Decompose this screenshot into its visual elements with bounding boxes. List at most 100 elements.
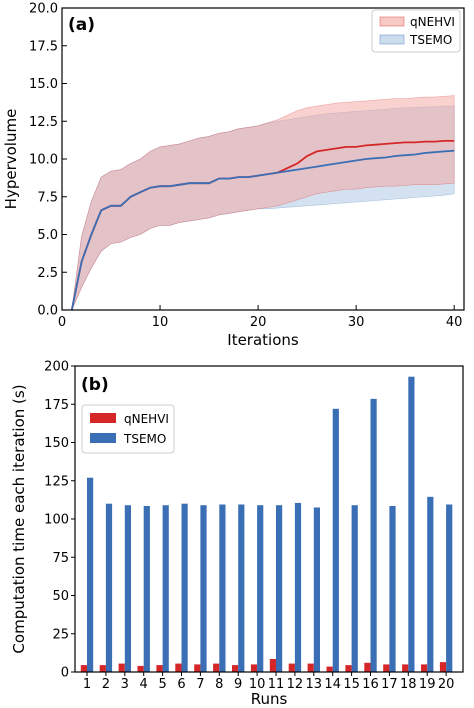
panel-label-b: (b) bbox=[81, 375, 109, 395]
bar-qnehvi bbox=[421, 664, 428, 672]
bar-tsemo bbox=[105, 503, 113, 672]
panel-label-a: (a) bbox=[68, 15, 95, 35]
bar-qnehvi bbox=[137, 665, 144, 672]
bar-tsemo bbox=[238, 504, 245, 672]
axis-ticks-b: 1 2 3 4 5 6 7 8 9 10 11 12 13 14 15 16 17 18 19 20025507510… bbox=[44, 360, 454, 693]
y-tick-label: 200 bbox=[44, 360, 69, 375]
bar-tsemo bbox=[257, 505, 264, 672]
x-tick-label: 12 bbox=[287, 677, 304, 692]
y-tick-label: 10.0 bbox=[29, 153, 58, 168]
y-tick-label: 17.5 bbox=[29, 39, 58, 54]
bar-qnehvi bbox=[326, 666, 333, 672]
bar-qnehvi bbox=[250, 664, 258, 672]
hypervolume-chart: 0 10 20 30 40 0.0 2.5 5.0 7.5 10.0 12.5 15.0 17.5 20.… bbox=[2, 2, 465, 349]
y-tick-label: 2.5 bbox=[37, 266, 58, 281]
confidence-bands bbox=[71, 95, 455, 311]
y-axis-label-a: Hypervolume bbox=[2, 109, 20, 210]
y-tick-label: 12.5 bbox=[29, 115, 58, 130]
legend-swatch bbox=[379, 34, 405, 45]
x-tick-label: 4 bbox=[140, 677, 148, 692]
x-tick-label: 30 bbox=[348, 315, 365, 330]
bar-tsemo bbox=[427, 496, 434, 672]
y-tick-label: 5.0 bbox=[37, 228, 58, 243]
x-tick-label: 18 bbox=[400, 677, 417, 692]
bar-qnehvi bbox=[269, 659, 276, 672]
x-tick-label: 15 bbox=[343, 677, 360, 692]
bar-qnehvi bbox=[118, 663, 125, 672]
y-tick-label: 175 bbox=[44, 398, 69, 413]
x-tick-label: 0 bbox=[58, 315, 66, 330]
y-tick-label: 20.0 bbox=[29, 2, 58, 17]
x-tick-label: 40 bbox=[446, 315, 463, 330]
x-tick-label: 13 bbox=[306, 677, 323, 692]
legend-label: qNEHVI bbox=[410, 15, 455, 29]
legend-a: qNEHVI TSEMO bbox=[371, 9, 461, 53]
legend-label: TSEMO bbox=[123, 432, 166, 446]
legend-b: qNEHVI TSEMO bbox=[81, 404, 175, 454]
bar-tsemo bbox=[143, 506, 150, 672]
y-tick-label: 125 bbox=[44, 474, 69, 489]
x-tick-label: 5 bbox=[158, 677, 166, 692]
y-tick-label: 0.0 bbox=[37, 304, 58, 319]
bar-qnehvi bbox=[307, 663, 314, 672]
bar-qnehvi bbox=[194, 664, 201, 672]
bars bbox=[80, 376, 453, 672]
bar-qnehvi bbox=[156, 665, 163, 672]
x-tick-label: 7 bbox=[196, 677, 204, 692]
bar-tsemo bbox=[294, 502, 302, 672]
bar-tsemo bbox=[162, 505, 169, 672]
mean-lines bbox=[70, 140, 455, 311]
legend-swatch bbox=[379, 16, 405, 27]
bar-tsemo bbox=[332, 408, 339, 672]
x-tick-label: 14 bbox=[324, 677, 341, 692]
bar-tsemo bbox=[219, 504, 226, 672]
x-tick-label: 20 bbox=[438, 677, 455, 692]
y-tick-label: 100 bbox=[44, 513, 69, 528]
bar-qnehvi bbox=[213, 663, 220, 672]
y-tick-label: 15.0 bbox=[29, 77, 58, 92]
bar-qnehvi bbox=[402, 664, 409, 672]
bar-qnehvi bbox=[439, 662, 447, 672]
y-axis-label-b: Computation time each iteration (s) bbox=[10, 384, 28, 653]
y-tick-label: 25 bbox=[52, 627, 69, 642]
x-tick-label: 10 bbox=[249, 677, 266, 692]
bar-qnehvi bbox=[288, 663, 295, 672]
bar-qnehvi bbox=[345, 665, 352, 672]
y-tick-label: 75 bbox=[52, 551, 69, 566]
x-tick-label: 8 bbox=[215, 677, 223, 692]
y-tick-label: 50 bbox=[52, 589, 69, 604]
bar-tsemo bbox=[87, 477, 94, 672]
y-tick-label: 7.5 bbox=[37, 190, 58, 205]
x-tick-label: 1 bbox=[83, 677, 91, 692]
x-tick-label: 17 bbox=[381, 677, 398, 692]
bar-tsemo bbox=[124, 505, 131, 672]
bar-tsemo bbox=[446, 504, 453, 672]
bar-qnehvi bbox=[80, 665, 87, 672]
bar-tsemo bbox=[313, 507, 320, 672]
x-tick-label: 16 bbox=[362, 677, 379, 692]
bar-tsemo bbox=[276, 505, 283, 672]
x-tick-label: 10 bbox=[152, 315, 169, 330]
bar-qnehvi bbox=[175, 663, 182, 672]
bar-tsemo bbox=[181, 503, 188, 672]
legend-label: qNEHVI bbox=[124, 412, 169, 426]
x-tick-label: 6 bbox=[177, 677, 185, 692]
bar-qnehvi bbox=[99, 665, 106, 672]
bar-qnehvi bbox=[232, 665, 239, 672]
y-tick-label: 150 bbox=[44, 436, 69, 451]
legend-label: TSEMO bbox=[409, 33, 452, 47]
computation-time-chart: 1 2 3 4 5 6 7 8 9 10 11 12 13 14 15 16 17 18 19 20025507510… bbox=[10, 360, 464, 708]
x-tick-label: 20 bbox=[250, 315, 267, 330]
bar-tsemo bbox=[408, 376, 415, 672]
bar-qnehvi bbox=[364, 662, 371, 672]
legend-swatch bbox=[90, 413, 116, 423]
x-tick-label: 11 bbox=[268, 677, 285, 692]
x-axis-label-b: Runs bbox=[251, 690, 288, 708]
bar-tsemo bbox=[370, 398, 377, 672]
bar-tsemo bbox=[200, 505, 207, 672]
x-axis-label-a: Iterations bbox=[227, 331, 299, 349]
x-tick-label: 2 bbox=[102, 677, 110, 692]
bar-tsemo bbox=[351, 505, 358, 672]
bar-qnehvi bbox=[383, 664, 390, 672]
